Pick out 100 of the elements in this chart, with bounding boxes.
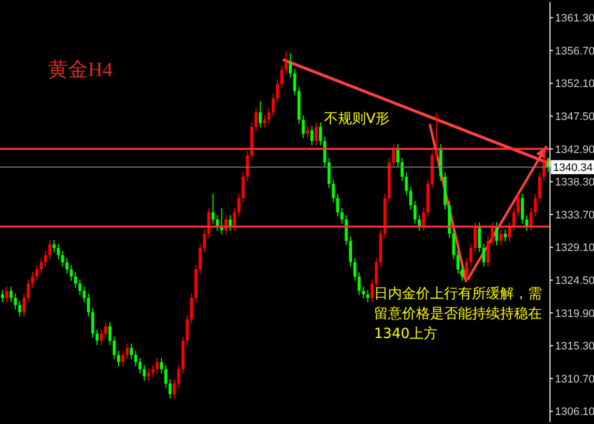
candlestick	[40, 257, 43, 274]
candlestick	[499, 228, 502, 246]
candlestick	[160, 357, 163, 374]
y-tick-label: 1306.10	[555, 406, 594, 418]
candlestick	[474, 222, 477, 253]
candlestick	[56, 243, 60, 260]
candlestick	[100, 328, 103, 346]
candlestick	[138, 357, 142, 374]
candlestick	[31, 272, 34, 288]
candlestick	[370, 278, 374, 303]
candlestick	[44, 250, 47, 268]
candlestick	[168, 378, 172, 399]
candlestick	[482, 243, 486, 268]
text: 黄金H4	[48, 58, 112, 83]
candlestick	[142, 364, 146, 382]
candlestick	[490, 222, 494, 246]
candlestick	[288, 52, 292, 78]
candlestick	[516, 193, 520, 218]
candlestick	[121, 350, 124, 367]
candlestick	[520, 193, 524, 224]
candlestick	[1, 290, 4, 303]
candlestick	[151, 364, 154, 378]
candlestick	[14, 293, 17, 310]
candlestick	[233, 208, 236, 232]
candlestick	[254, 108, 258, 132]
candlestick	[48, 240, 52, 260]
candlestick	[353, 257, 356, 282]
candlestick	[280, 64, 284, 89]
candlestick	[52, 240, 56, 253]
candlestick	[104, 322, 108, 338]
candlestick	[246, 150, 249, 182]
candlestick	[400, 158, 404, 182]
candlestick	[504, 228, 507, 242]
candlestick	[108, 322, 112, 346]
candlestick	[323, 136, 326, 168]
candlestick	[456, 250, 460, 274]
candlestick	[177, 364, 180, 388]
candlestick	[414, 200, 416, 224]
candlestick	[495, 222, 498, 246]
candlestick	[26, 278, 30, 303]
candlestick	[198, 243, 202, 274]
y-tick-label: 1315.30	[555, 340, 594, 353]
candlestick	[404, 172, 408, 196]
candlestick	[96, 328, 99, 346]
candlestick	[314, 122, 318, 146]
candlestick	[486, 236, 490, 268]
candlestick	[156, 357, 159, 374]
candlestick	[306, 126, 310, 139]
candlestick	[258, 100, 262, 128]
y-tick-label: 1324.50	[555, 275, 594, 288]
candlestick	[276, 79, 279, 104]
candlestick	[332, 179, 335, 203]
candlestick	[237, 193, 240, 218]
candlestick	[478, 222, 481, 253]
y-tick-label: 1361.30	[555, 12, 594, 25]
candlestick	[452, 228, 456, 260]
y-tick-label: 1338.30	[555, 176, 594, 189]
y-tick-label: 1329.10	[555, 242, 594, 254]
y-tick-label: 1333.70	[555, 209, 594, 222]
candlestick	[409, 186, 412, 210]
candlestick	[310, 126, 314, 146]
y-tick-label: 1356.70	[555, 45, 594, 58]
candlestick	[164, 364, 168, 388]
candlestick	[112, 336, 116, 360]
candlestick	[284, 50, 288, 75]
y-tick-label: 1352.10	[555, 78, 594, 90]
candlestick	[542, 150, 546, 182]
candlestick	[263, 114, 266, 128]
candlestick	[422, 208, 426, 232]
candlestick	[344, 214, 348, 246]
candlestick	[147, 368, 150, 382]
candlestick	[65, 257, 68, 274]
candlestick	[362, 286, 365, 300]
candlestick	[61, 250, 64, 268]
candlestick	[340, 208, 344, 224]
candlestick	[267, 108, 270, 124]
candlestick	[534, 193, 537, 218]
annotation: 不规则V形	[324, 110, 390, 128]
candlestick	[508, 222, 512, 242]
candlestick	[302, 114, 305, 139]
y-tick-label: 1342.90	[555, 144, 594, 156]
candlestick	[190, 293, 194, 324]
candlestick	[134, 350, 138, 367]
candlestick	[91, 307, 94, 338]
candlestick	[22, 293, 26, 317]
candlestick	[126, 343, 129, 360]
candlestick	[374, 257, 378, 288]
candlestick	[78, 278, 82, 296]
candlestick	[293, 68, 296, 96]
candlestick	[465, 257, 468, 282]
candlestick	[469, 243, 472, 268]
candlestick	[460, 264, 464, 282]
candlestick	[349, 236, 352, 268]
ref-line-label: 1340.34	[553, 162, 593, 174]
candlestick	[5, 286, 8, 303]
candlestick	[318, 122, 322, 146]
candlestick	[35, 264, 38, 282]
annotation: 日内金价上行有所缓解，需留意价格是否能持续持稳在1340上方	[374, 285, 543, 344]
candlestick	[186, 314, 189, 346]
y-tick-label: 1319.90	[555, 308, 594, 320]
